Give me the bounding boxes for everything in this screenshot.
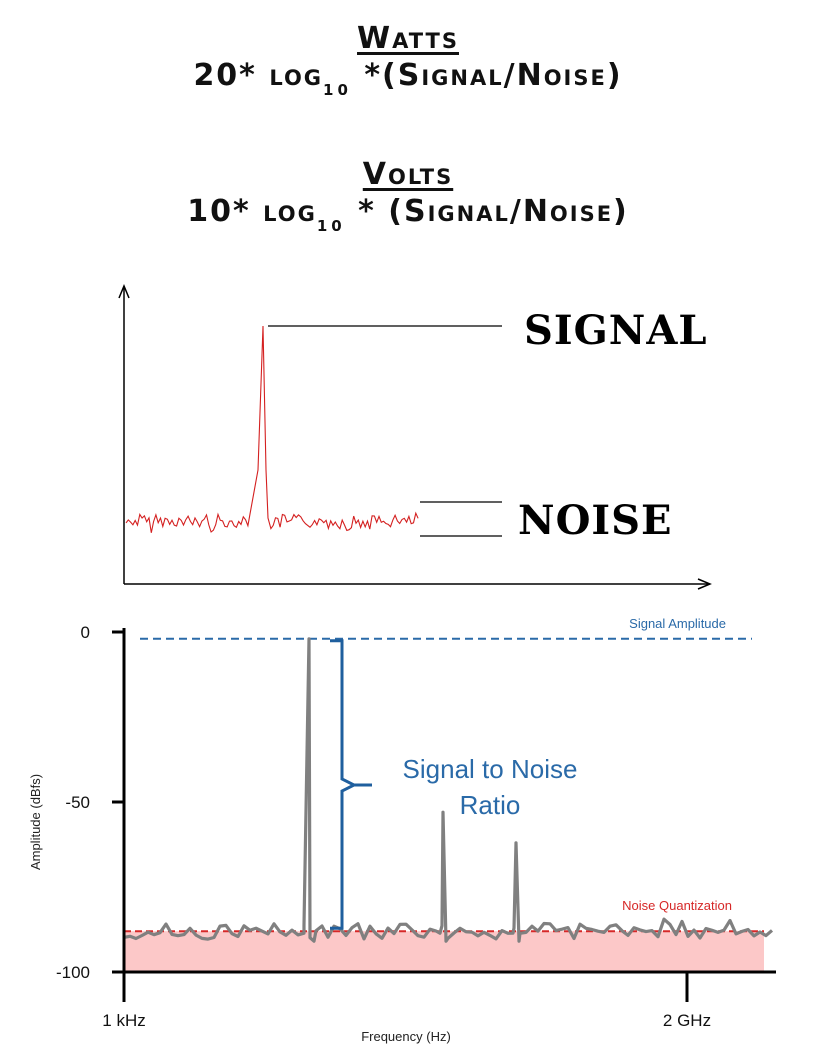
y-tick-label: -50 — [65, 793, 90, 812]
y-axis-label: Amplitude (dBfs) — [28, 774, 43, 870]
watts-formula-prefix: 20* log — [193, 58, 324, 93]
snr-spectrum-chart: 0 -50 -100 1 kHz 2 GHz Signal Amplitude Noi… — [28, 616, 776, 1044]
volts-formula-prefix: 10* log — [187, 194, 317, 229]
signal-label: SIGNAL — [524, 307, 707, 354]
sketch-noise-trace — [125, 325, 419, 533]
spectrum-trace — [123, 637, 774, 943]
noise-quantization-label: Noise Quantization — [622, 898, 732, 913]
y-tick-group: 0 -50 -100 — [56, 623, 124, 982]
sketch-x-arrow — [697, 578, 712, 590]
signal-amplitude-label: Signal Amplitude — [629, 616, 726, 631]
volts-heading: Volts — [362, 157, 454, 192]
watts-formula: 20* log10 *(Signal/Noise) — [0, 56, 816, 110]
volts-formula-block: Volts 10* log10 * (Signal/Noise) — [0, 158, 816, 246]
snr-bracket — [330, 639, 372, 930]
watts-formula-suffix: *(Signal/Noise) — [351, 58, 623, 93]
x-axis-label: Frequency (Hz) — [361, 1029, 451, 1044]
x-tick-label: 2 GHz — [663, 1011, 711, 1030]
signal-noise-sketch: SIGNAL NOISE — [118, 284, 712, 590]
y-tick-label: -100 — [56, 963, 90, 982]
sketch-y-arrow — [118, 284, 130, 299]
x-tick-group: 1 kHz 2 GHz — [102, 972, 711, 1030]
snr-label-line2: Ratio — [460, 790, 521, 820]
volts-formula-suffix: * (Signal/Noise) — [345, 194, 629, 229]
y-tick-label: 0 — [81, 623, 90, 642]
noise-label: NOISE — [518, 497, 673, 544]
watts-heading: Watts — [357, 21, 459, 56]
snr-label-line1: Signal to Noise — [403, 754, 578, 784]
volts-formula: 10* log10 * (Signal/Noise) — [0, 192, 816, 246]
x-tick-label: 1 kHz — [102, 1011, 145, 1030]
watts-formula-block: Watts 20* log10 *(Signal/Noise) — [0, 22, 816, 110]
volts-formula-base: 10 — [316, 217, 346, 235]
noise-band — [124, 931, 764, 972]
watts-formula-base: 10 — [323, 81, 352, 99]
